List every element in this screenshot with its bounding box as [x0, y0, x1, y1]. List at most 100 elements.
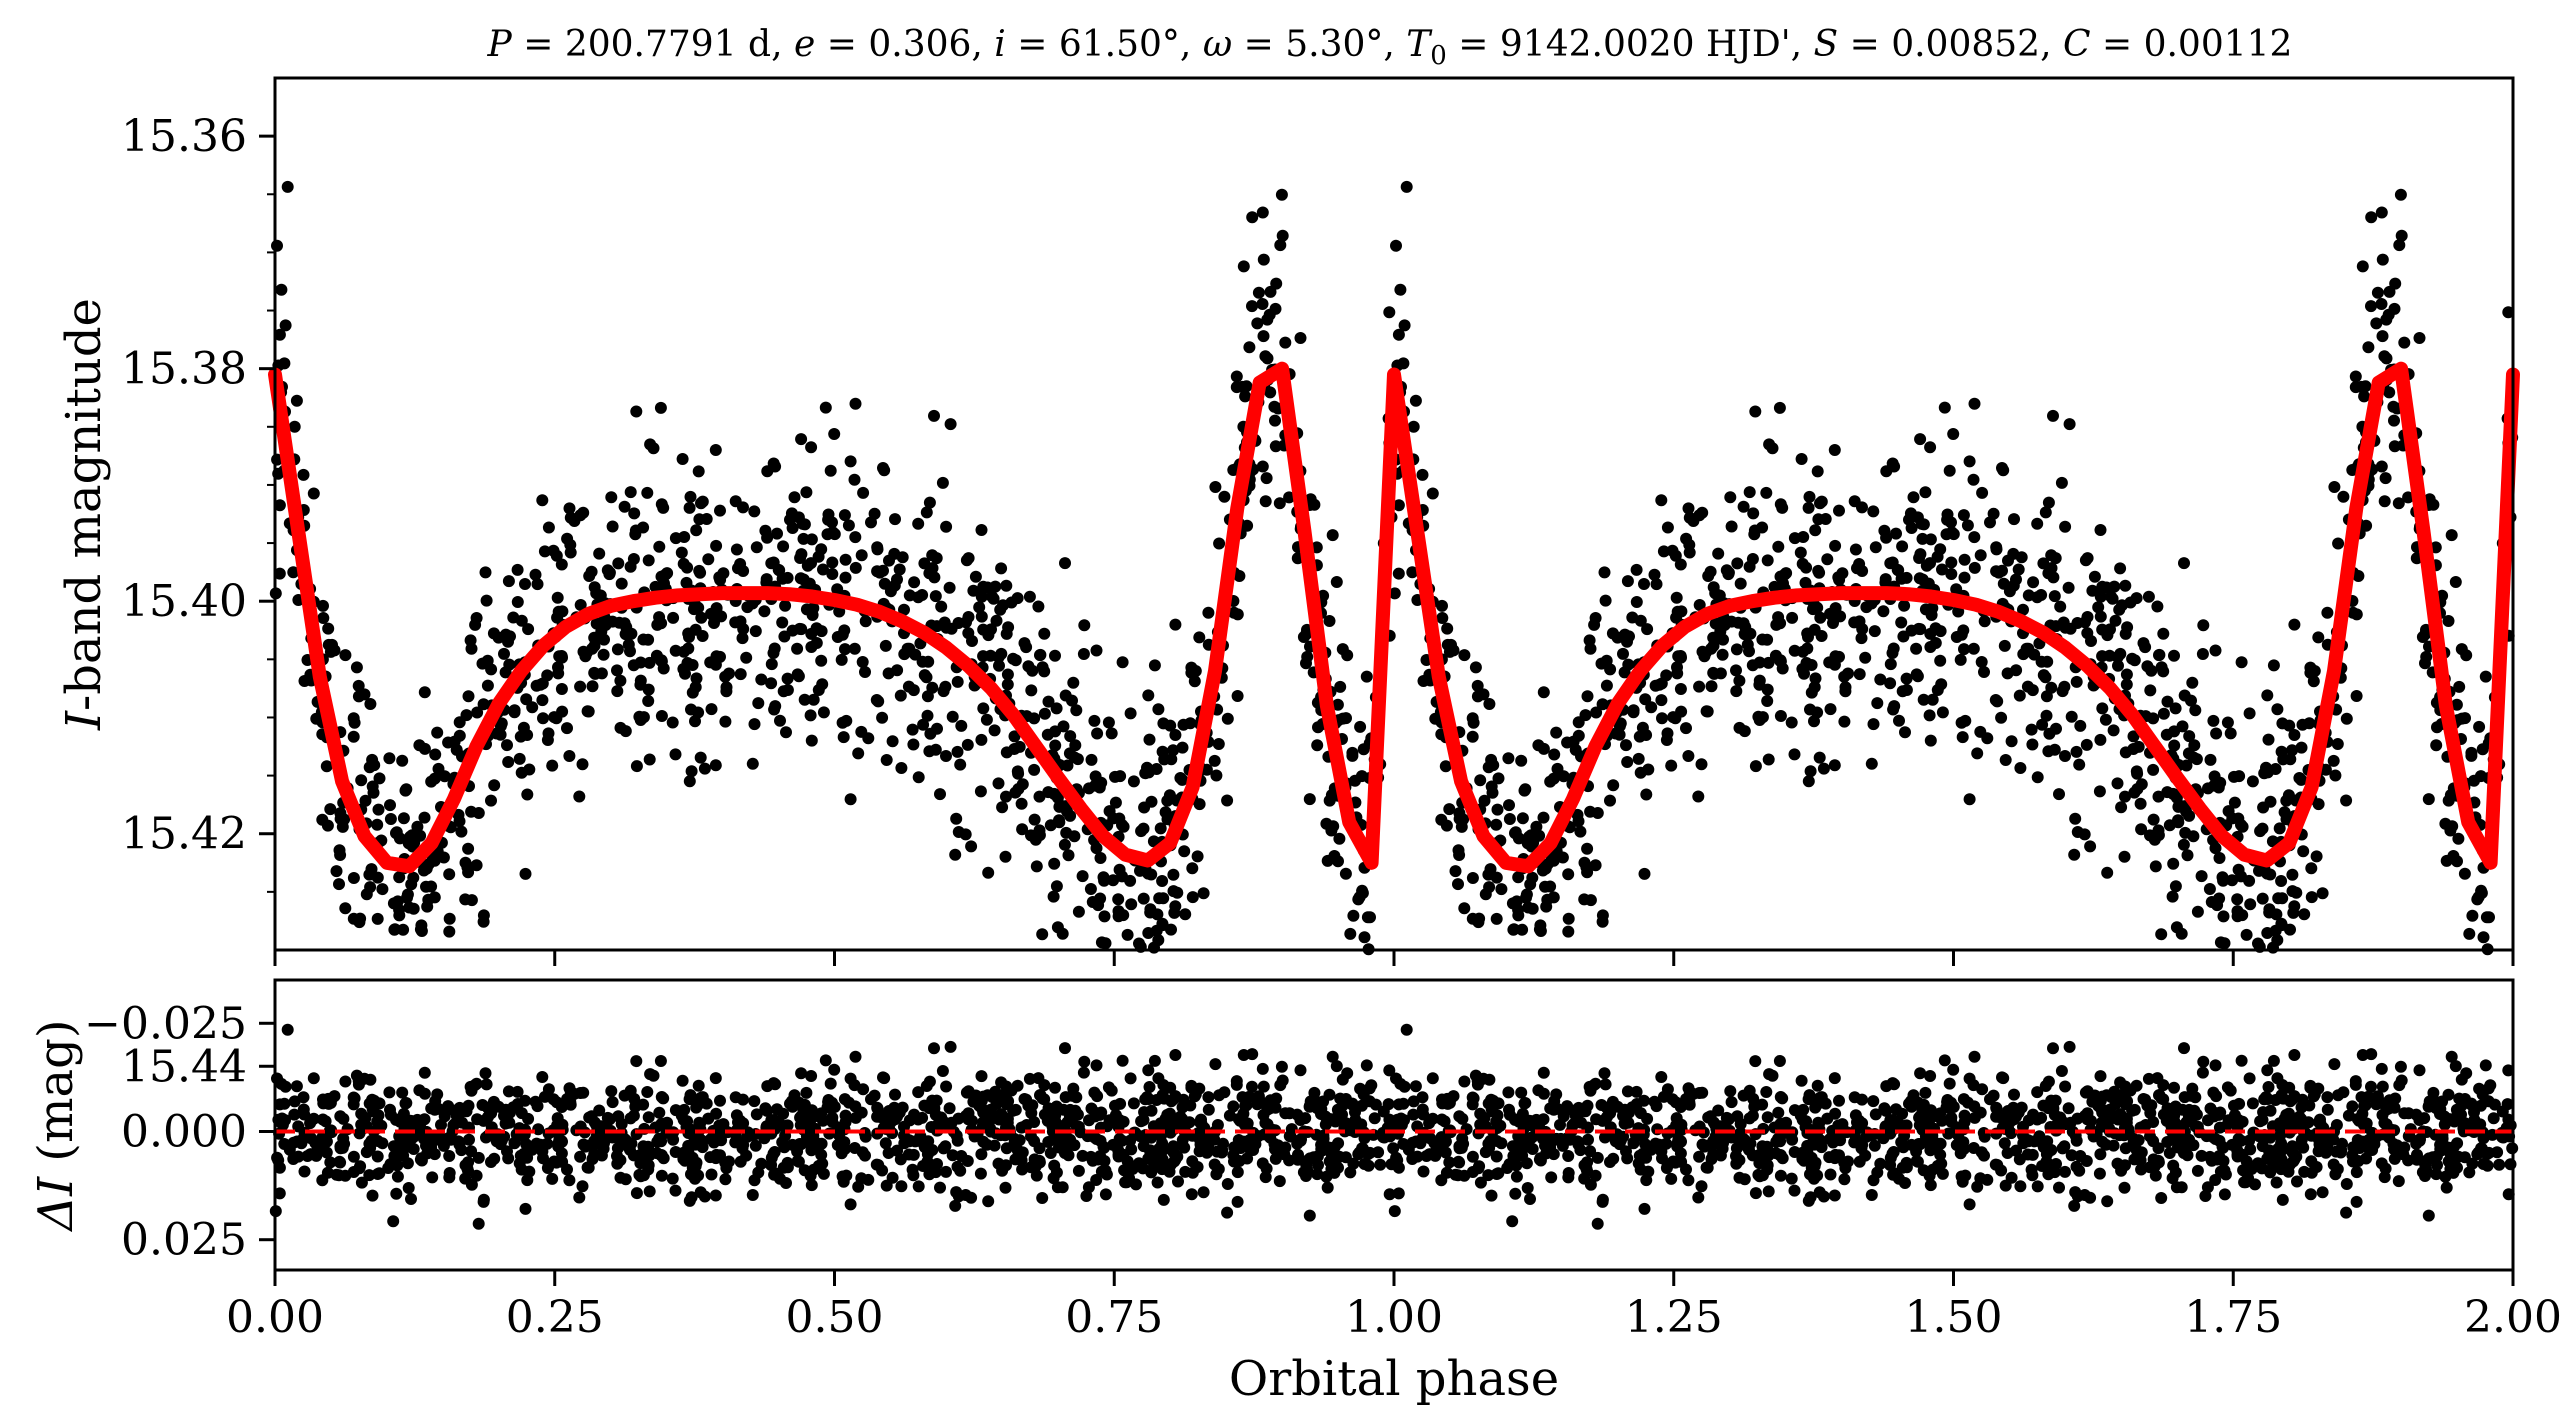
observation-point [2012, 563, 2025, 576]
residual-point [1303, 1209, 1316, 1222]
observation-point [2365, 300, 2377, 313]
observation-point [1936, 563, 1948, 576]
observation-point [1788, 748, 1801, 761]
observation-point [657, 501, 670, 514]
observation-point [1416, 468, 1429, 481]
residual-point [1072, 1164, 1085, 1177]
observation-point [746, 757, 759, 770]
residual-point [1311, 1168, 1324, 1181]
observation-point [1760, 486, 1773, 499]
observation-point [669, 748, 682, 761]
residual-point [655, 1135, 668, 1148]
observation-point [1176, 773, 1189, 786]
residual-point [536, 1139, 549, 1152]
residual-point [307, 1072, 320, 1085]
observation-point [1621, 635, 1633, 648]
residual-point [1020, 1093, 1033, 1106]
residual-point [307, 1112, 320, 1125]
observation-point [384, 813, 397, 825]
observation-point [1091, 727, 1104, 740]
observation-point [1144, 906, 1157, 919]
observation-point [683, 501, 696, 514]
observation-point [1581, 842, 1594, 855]
residual-point [428, 1103, 441, 1116]
residual-point [470, 1169, 483, 1182]
residual-point [934, 1181, 946, 1194]
observation-point [720, 681, 733, 694]
observation-point [1945, 556, 1958, 569]
residual-point [1733, 1171, 1746, 1184]
residual-point [848, 1142, 861, 1154]
observation-point [498, 647, 510, 660]
observation-point [2040, 709, 2053, 722]
observation-point [824, 464, 837, 477]
residual-point [2440, 1181, 2453, 1194]
observation-point [373, 772, 386, 785]
residual-point [1036, 1192, 1049, 1204]
observation-point [1436, 612, 1449, 624]
observation-point [443, 925, 456, 938]
residual-point [995, 1076, 1008, 1089]
observation-point [462, 842, 475, 855]
observation-point [2054, 600, 2067, 613]
residual-point [1360, 1059, 1373, 1072]
residual-point [2005, 1171, 2018, 1184]
observation-point [2365, 211, 2378, 224]
residual-point [838, 1093, 851, 1106]
observation-point [1449, 865, 1462, 878]
observation-point [2216, 871, 2229, 884]
observation-point [2286, 744, 2299, 757]
observation-point [603, 566, 616, 579]
observation-point [879, 639, 892, 652]
residual-point [1506, 1215, 1519, 1228]
observation-point [2479, 670, 2492, 683]
observation-point [1256, 460, 1269, 473]
observation-point [688, 603, 700, 616]
residual-point [1604, 1107, 1617, 1120]
observation-point [2475, 887, 2488, 899]
observation-point [574, 599, 587, 611]
residual-point [1869, 1108, 1882, 1121]
observation-point [1534, 925, 1547, 937]
residual-point [485, 1107, 498, 1120]
residual-point [1157, 1193, 1170, 1206]
observation-point [1893, 714, 1905, 727]
residual-point [574, 1150, 587, 1163]
observation-point [1049, 725, 1062, 738]
observation-point [1910, 642, 1923, 655]
observation-point [988, 724, 1001, 737]
residual-point [297, 1133, 309, 1145]
observation-point [1015, 797, 1028, 810]
observation-point [1978, 615, 1991, 628]
residual-point [1143, 1081, 1156, 1093]
observation-point [1734, 577, 1747, 590]
observation-point [2370, 317, 2383, 330]
observation-point [996, 801, 1009, 814]
observation-point [324, 803, 337, 816]
residual-point [921, 1155, 934, 1168]
residual-point [803, 1124, 816, 1137]
residual-point [643, 1185, 656, 1198]
observation-point [1029, 833, 1042, 846]
observation-point [1068, 830, 1081, 843]
observation-point [397, 812, 410, 825]
residual-point [2243, 1072, 2256, 1085]
residual-point [1344, 1166, 1357, 1179]
residual-point [1924, 1104, 1937, 1117]
residual-point [352, 1074, 365, 1087]
observation-point [1231, 608, 1244, 621]
residual-point [940, 1165, 952, 1178]
residual-point [1090, 1059, 1103, 1072]
observation-point [2025, 723, 2038, 736]
residual-point [1121, 1155, 1134, 1168]
residual-point [826, 1096, 838, 1109]
observation-point [748, 505, 761, 518]
observation-point [1483, 698, 1496, 710]
observation-point [709, 444, 722, 456]
observation-point [685, 703, 697, 716]
observation-point [690, 672, 703, 685]
observation-point [1571, 808, 1584, 821]
observation-point [529, 568, 542, 581]
observation-point [1913, 552, 1926, 564]
observation-point [1539, 880, 1551, 893]
